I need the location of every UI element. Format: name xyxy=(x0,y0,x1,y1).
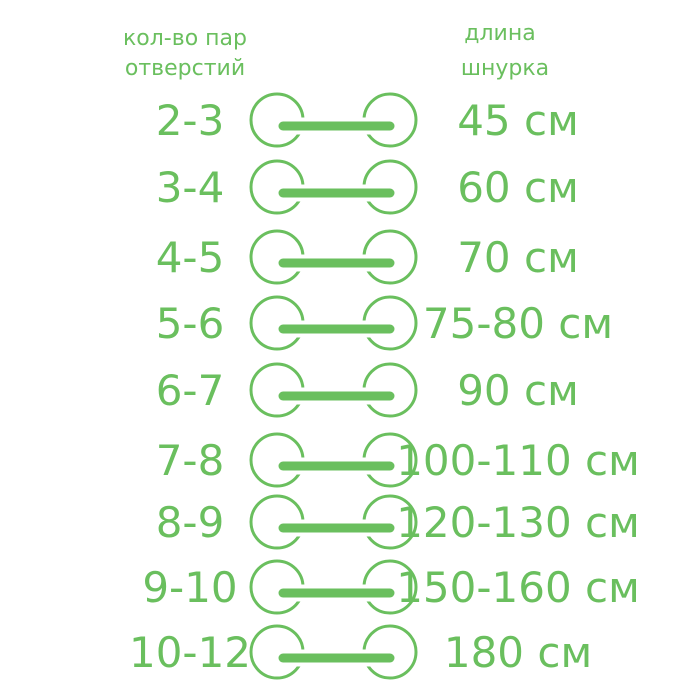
lace-row: 2-3 45 см xyxy=(156,92,579,148)
lace-row: 5-6 75-80 см xyxy=(156,295,613,351)
lace-row: 8-9 120-130 см xyxy=(156,494,640,550)
header-left-line2: отверстий xyxy=(125,56,245,81)
eyelet-pairs-label: 10-12 xyxy=(129,628,251,677)
lace-length-label: 180 см xyxy=(444,628,592,677)
eyelet-pairs-label: 8-9 xyxy=(156,498,225,547)
lace-row: 4-5 70 см xyxy=(156,229,579,285)
lace-length-label: 75-80 см xyxy=(423,299,613,348)
lace-row: 7-8 100-110 см xyxy=(156,432,640,488)
lace-length-label: 120-130 см xyxy=(396,498,640,547)
lace-row: 9-10 150-160 см xyxy=(142,559,640,615)
eyelet-pairs-label: 2-3 xyxy=(156,96,225,145)
eyelet-pairs-label: 6-7 xyxy=(156,366,225,415)
lace-row: 10-12 180 см xyxy=(129,624,592,680)
eyelet-pairs-label: 9-10 xyxy=(142,563,237,612)
lace-row: 6-7 90 см xyxy=(156,362,579,418)
lace-length-label: 45 см xyxy=(457,96,579,145)
lace-length-label: 70 см xyxy=(457,233,579,282)
eyelet-pairs-label: 7-8 xyxy=(156,436,225,485)
eyelet-pairs-label: 4-5 xyxy=(156,233,225,282)
lace-length-label: 60 см xyxy=(457,163,579,212)
lace-length-label: 150-160 см xyxy=(396,563,640,612)
lace-row: 3-4 60 см xyxy=(156,159,579,215)
eyelet-pairs-label: 3-4 xyxy=(156,163,225,212)
header-right-line2: шнурка xyxy=(461,56,549,81)
lace-length-label: 100-110 см xyxy=(396,436,640,485)
header-right-line1: длина xyxy=(464,21,535,46)
lace-length-label: 90 см xyxy=(457,366,579,415)
header-left-line1: кол-во пар xyxy=(123,26,247,51)
eyelet-pairs-label: 5-6 xyxy=(156,299,225,348)
